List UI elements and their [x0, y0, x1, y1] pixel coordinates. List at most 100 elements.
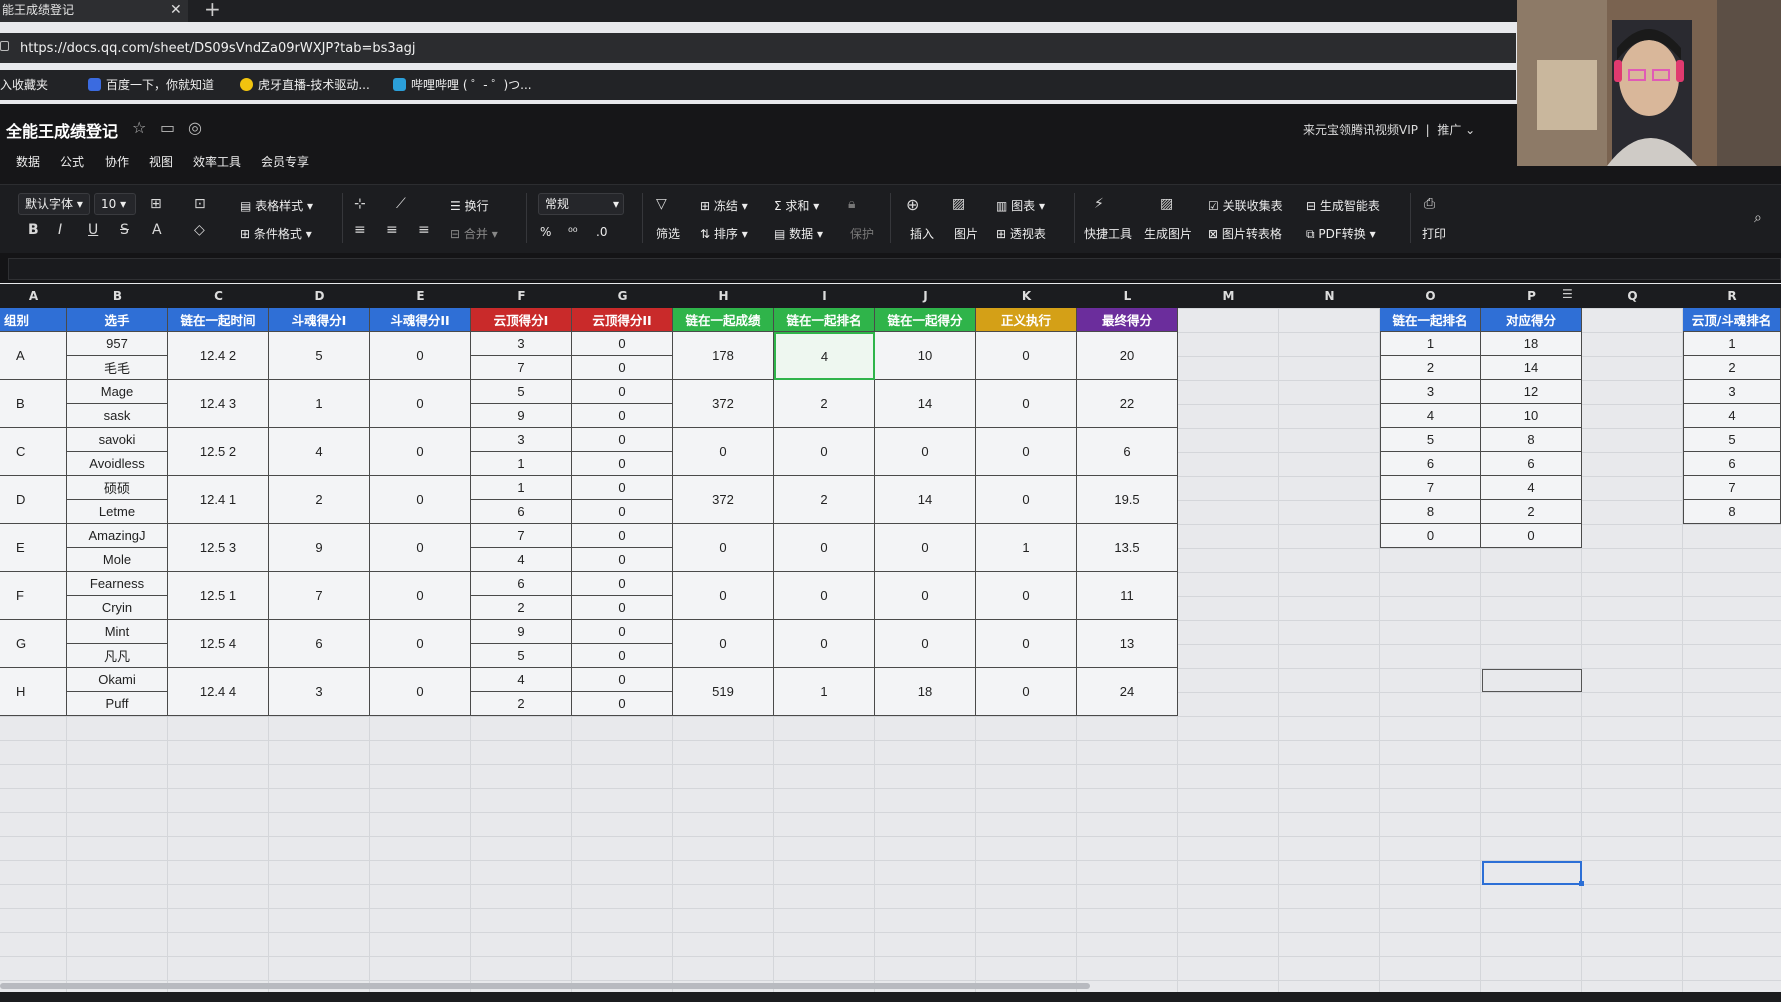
cell-b-players[interactable]: 凡凡: [67, 644, 168, 668]
column-header-r[interactable]: R: [1727, 289, 1737, 303]
header-cell-o[interactable]: 链在一起排名: [1380, 308, 1481, 332]
cell-f-f1[interactable]: 6: [471, 500, 572, 524]
cell-k-justice[interactable]: 0: [976, 668, 1077, 716]
new-tab-icon[interactable]: +: [204, 0, 221, 21]
cell-g-g2[interactable]: 0: [572, 596, 673, 620]
lookup-rank-cell[interactable]: 2: [1380, 356, 1481, 380]
cell-b-players[interactable]: Mint: [67, 620, 168, 644]
cell-k-justice[interactable]: 0: [976, 428, 1077, 476]
cell-g-g2[interactable]: 0: [572, 524, 673, 548]
cell-b-players[interactable]: 957: [67, 332, 168, 356]
sum-button[interactable]: Σ 求和 ▾: [774, 199, 820, 213]
cell-f-f1[interactable]: 4: [471, 668, 572, 692]
header-cell-k[interactable]: 正义执行: [976, 308, 1077, 332]
header-cell-b[interactable]: 选手: [67, 308, 168, 332]
menu-data[interactable]: 数据: [16, 155, 41, 169]
active-cell-selection[interactable]: [1482, 861, 1582, 885]
cell-l-final[interactable]: 22: [1077, 380, 1178, 428]
cell-i-rank[interactable]: 2: [774, 380, 875, 428]
cell-e-d2[interactable]: 0: [370, 428, 471, 476]
column-header-k[interactable]: K: [1021, 289, 1032, 303]
cell-j-score[interactable]: 0: [875, 572, 976, 620]
menu-collab[interactable]: 协作: [105, 155, 130, 169]
data-button[interactable]: ▤ 数据 ▾: [774, 227, 824, 241]
cell-k-justice[interactable]: 0: [976, 332, 1077, 380]
cell-b-players[interactable]: Avoidless: [67, 452, 168, 476]
cell-i-rank[interactable]: 0: [774, 572, 875, 620]
header-cell-d[interactable]: 斗魂得分I: [269, 308, 370, 332]
cell-f-f1[interactable]: 7: [471, 356, 572, 380]
cell-b-players[interactable]: AmazingJ: [67, 524, 168, 548]
cell-f-f1[interactable]: 9: [471, 404, 572, 428]
cell-f-f1[interactable]: 9: [471, 620, 572, 644]
column-header-o[interactable]: O: [1425, 289, 1436, 303]
column-header-m[interactable]: M: [1222, 289, 1235, 303]
menu-efficiency[interactable]: 效率工具: [193, 155, 242, 169]
cell-c-time[interactable]: 12.4 2: [168, 332, 269, 380]
cell-k-justice[interactable]: 0: [976, 620, 1077, 668]
lookup-rank-cell[interactable]: 8: [1380, 500, 1481, 524]
border-icon[interactable]: ⊞: [150, 196, 162, 212]
cell-e-d2[interactable]: 0: [370, 524, 471, 572]
cell-e-d2[interactable]: 0: [370, 380, 471, 428]
header-cell-c[interactable]: 链在一起时间: [168, 308, 269, 332]
cell-l-final[interactable]: 24: [1077, 668, 1178, 716]
cell-l-final[interactable]: 11: [1077, 572, 1178, 620]
insert-icon[interactable]: ⊕: [906, 195, 920, 214]
vertical-align-icon[interactable]: ⊹: [354, 196, 366, 212]
cell-d-d1[interactable]: 1: [269, 380, 370, 428]
insert-button[interactable]: 插入: [910, 227, 935, 241]
cell-i-rank[interactable]: 4: [774, 332, 875, 380]
cell-i-rank[interactable]: 0: [774, 620, 875, 668]
lookup-score-cell[interactable]: 4: [1481, 476, 1582, 500]
thousands-button[interactable]: ⁰⁰: [568, 225, 578, 239]
cell-d-d1[interactable]: 6: [269, 620, 370, 668]
header-cell-e[interactable]: 斗魂得分II: [370, 308, 471, 332]
underline-icon[interactable]: U: [88, 222, 99, 238]
lock-icon[interactable]: 🔒︎: [848, 196, 856, 212]
print-button[interactable]: 打印: [1422, 227, 1447, 241]
gen-image-button[interactable]: 生成图片: [1144, 227, 1193, 241]
rank-r-cell[interactable]: 6: [1683, 452, 1781, 476]
cell-j-score[interactable]: 0: [875, 428, 976, 476]
lookup-rank-cell[interactable]: 5: [1380, 428, 1481, 452]
cell-g-g2[interactable]: 0: [572, 404, 673, 428]
folder-icon[interactable]: ▭: [160, 118, 176, 137]
lookup-rank-cell[interactable]: 0: [1380, 524, 1481, 548]
cell-k-justice[interactable]: 0: [976, 476, 1077, 524]
border-style-icon[interactable]: ⊡: [194, 196, 206, 212]
cell-f-f1[interactable]: 4: [471, 548, 572, 572]
cell-f-f1[interactable]: 6: [471, 572, 572, 596]
cell-g-g2[interactable]: 0: [572, 452, 673, 476]
check-circle-icon[interactable]: ◎: [188, 118, 202, 137]
cell-g-g2[interactable]: 0: [572, 356, 673, 380]
cell-g-g2[interactable]: 0: [572, 500, 673, 524]
horizontal-scrollbar[interactable]: [0, 983, 1090, 989]
cell-f-f1[interactable]: 5: [471, 644, 572, 668]
lookup-rank-cell[interactable]: 6: [1380, 452, 1481, 476]
merge-button[interactable]: ⊟ 合并 ▾: [450, 227, 498, 241]
lightning-icon[interactable]: ⚡︎: [1094, 196, 1104, 212]
fill-handle[interactable]: [1579, 881, 1584, 886]
cell-c-time[interactable]: 12.4 3: [168, 380, 269, 428]
cell-f-f1[interactable]: 2: [471, 692, 572, 716]
cell-b-players[interactable]: Fearness: [67, 572, 168, 596]
cell-l-final[interactable]: 6: [1077, 428, 1178, 476]
header-cell-p[interactable]: 对应得分: [1481, 308, 1582, 332]
chart-button[interactable]: ▥ 图表 ▾: [996, 199, 1046, 213]
cell-b-players[interactable]: savoki: [67, 428, 168, 452]
header-cell-a[interactable]: 组别: [0, 308, 67, 332]
column-header-b[interactable]: B: [112, 289, 123, 303]
pdf-button[interactable]: ⧉ PDF转换 ▾: [1306, 227, 1376, 241]
lookup-score-cell[interactable]: 6: [1481, 452, 1582, 476]
cell-h-h[interactable]: 0: [673, 428, 774, 476]
cell-c-time[interactable]: 12.4 1: [168, 476, 269, 524]
cell-j-score[interactable]: 0: [875, 524, 976, 572]
smart-table-button[interactable]: ⊟ 生成智能表: [1306, 199, 1380, 213]
lookup-score-cell[interactable]: 2: [1481, 500, 1582, 524]
cell-a-group[interactable]: H: [0, 668, 67, 716]
cell-b-players[interactable]: Mole: [67, 548, 168, 572]
cell-f-f1[interactable]: 7: [471, 524, 572, 548]
cell-b-players[interactable]: sask: [67, 404, 168, 428]
document-title[interactable]: 全能王成绩登记: [6, 122, 119, 141]
